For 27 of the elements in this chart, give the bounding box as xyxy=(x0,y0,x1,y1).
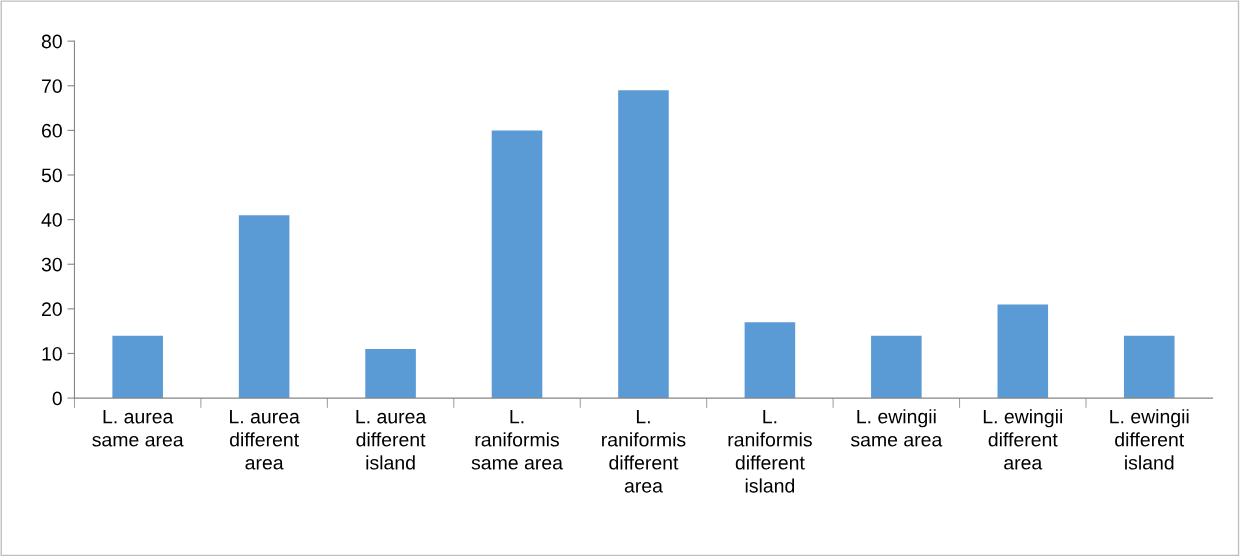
x-tick-label: L. aurea same area xyxy=(92,409,184,447)
x-tick-label: L. raniformis different island xyxy=(728,409,812,493)
x-tick-label: L. ewingii different area xyxy=(983,409,1063,470)
bar xyxy=(112,335,163,399)
y-tick-label: 50 xyxy=(41,168,62,183)
x-tick-label: L. ewingii same area xyxy=(850,409,943,447)
bar xyxy=(238,215,290,399)
x-tick-label: L. aurea different island xyxy=(356,409,427,470)
bar xyxy=(744,322,796,399)
bar xyxy=(871,335,922,399)
y-tick-label: 20 xyxy=(42,302,62,317)
y-tick-label: 10 xyxy=(42,346,62,361)
y-tick-label: 60 xyxy=(42,123,62,138)
x-tick-label: L. raniformis different area xyxy=(602,409,686,493)
bar xyxy=(1123,335,1175,399)
bar xyxy=(997,304,1049,399)
x-tick-label: L. ewingii different island xyxy=(1110,409,1189,470)
x-tick-label: L. aurea different area xyxy=(229,409,300,470)
y-tick-label: 80 xyxy=(41,34,62,49)
y-tick-label: 0 xyxy=(52,391,62,406)
x-tick-label: L. raniformis same area xyxy=(471,409,563,470)
y-tick-label: 70 xyxy=(42,79,62,93)
bar xyxy=(491,130,543,399)
bar xyxy=(365,349,416,399)
bar xyxy=(618,90,669,399)
y-tick-label: 30 xyxy=(41,257,62,272)
y-tick-label: 40 xyxy=(41,213,62,227)
